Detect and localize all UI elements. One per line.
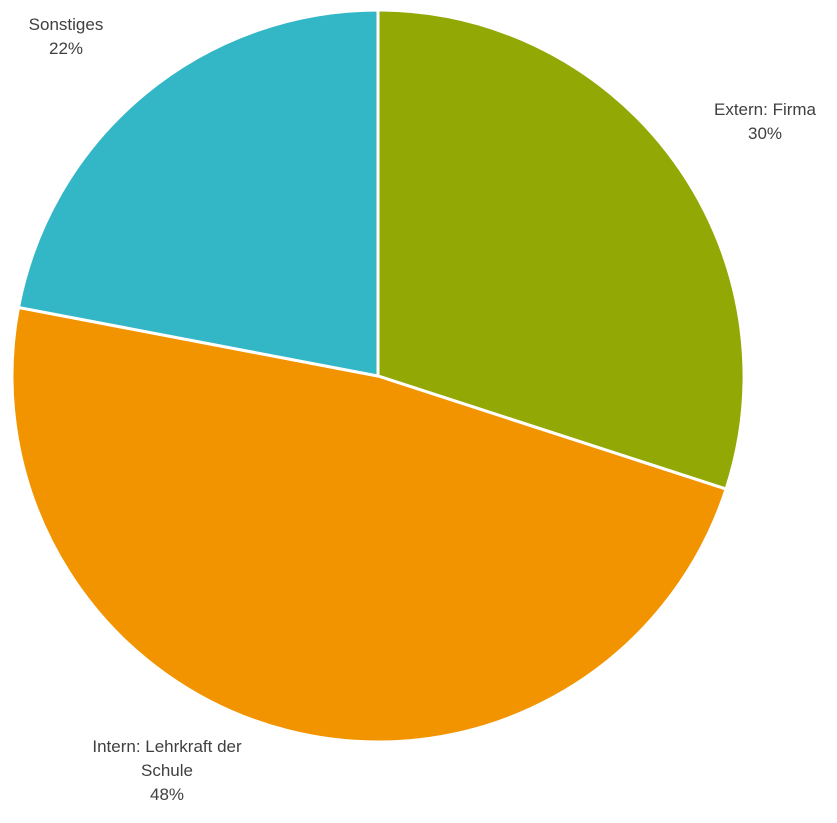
slice-value-label-1: 48% <box>150 785 184 804</box>
pie-slice-2 <box>16 8 380 378</box>
slice-category-label-0: Extern: Firma <box>714 100 817 119</box>
pie-slice-1 <box>10 305 728 744</box>
pie-labels: Extern: Firma 30% Intern: Lehrkraft der Sch… <box>29 15 817 804</box>
pie-slices <box>10 8 746 744</box>
slice-category-label-1: Intern: Lehrkraft der <box>92 737 242 756</box>
slice-value-label-2: 22% <box>49 39 83 58</box>
slice-value-label-0: 30% <box>748 124 782 143</box>
pie-slice-0 <box>376 8 746 491</box>
slice-category-label-2: Sonstiges <box>29 15 104 34</box>
slice-category-label-1: Schule <box>141 761 193 780</box>
